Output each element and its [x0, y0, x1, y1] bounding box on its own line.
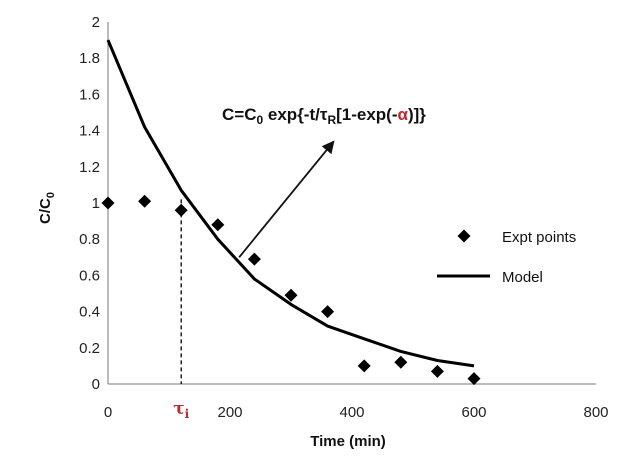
- y-tick-label-4: 0.8: [79, 231, 100, 248]
- y-tick-label-5: 1: [92, 195, 100, 212]
- y-tick-label-7: 1.4: [79, 123, 100, 140]
- expt-point-5: [284, 288, 298, 302]
- y-tick-label-6: 1.2: [79, 159, 100, 176]
- expt-point-7: [357, 359, 371, 373]
- x-tick-label-0: 0: [104, 404, 112, 421]
- model-line: [106, 39, 475, 368]
- x-tick-label-2: 400: [339, 404, 364, 421]
- legend-diamond-marker: [457, 229, 471, 243]
- x-axis-title: Time (min): [310, 433, 386, 450]
- y-tick-label-0: 0: [92, 376, 100, 393]
- expt-point-1: [138, 194, 152, 208]
- x-tick-labels: 0 200 400 600 800: [104, 404, 609, 421]
- y-tick-label-8: 1.6: [79, 86, 100, 103]
- eq-rhs2: )]}: [408, 105, 426, 124]
- legend-label-model: Model: [502, 269, 543, 286]
- eq-alpha: α: [398, 105, 409, 124]
- x-tick-label-3: 600: [461, 404, 486, 421]
- y-tick-labels: 0 0.2 0.4 0.6 0.8 1 1.2 1.4 1.6 1.8 2: [79, 14, 100, 393]
- expt-point-0: [101, 196, 115, 210]
- y-tick-label-9: 1.8: [79, 50, 100, 67]
- tau-i-sub: i: [185, 407, 190, 421]
- legend: Expt points Model: [437, 229, 576, 286]
- eq-lhs-sub: 0: [256, 113, 263, 127]
- y-tick-label-2: 0.4: [79, 304, 100, 321]
- expt-point-6: [321, 305, 335, 319]
- y-tick-label-10: 2: [92, 14, 100, 31]
- expt-point-8: [394, 355, 408, 369]
- equation-arrow: [238, 140, 335, 258]
- tau-i-symbol: τ: [173, 399, 184, 419]
- y-tick-label-3: 0.6: [79, 267, 100, 284]
- eq-rhs1: [1-exp(-: [336, 105, 397, 124]
- eq-mid-sub: R: [327, 113, 336, 127]
- expt-point-4: [247, 252, 261, 266]
- expt-point-3: [211, 218, 225, 232]
- y-axis-title-main: C/C: [37, 198, 54, 224]
- model-equation: C=C0 exp{-t/τR[1-exp(-α)]}: [222, 105, 426, 127]
- y-axis-title-sub: 0: [45, 192, 57, 198]
- expt-point-9: [430, 364, 444, 378]
- legend-label-expt-points: Expt points: [502, 229, 576, 246]
- y-tick-label-1: 0.2: [79, 340, 100, 357]
- tau-i-label: τi: [173, 399, 189, 421]
- x-tick-label-1: 200: [217, 404, 242, 421]
- expt-point-10: [467, 372, 481, 386]
- y-axis-title: C/C0: [37, 192, 57, 224]
- eq-mid: exp{-t/τ: [263, 105, 328, 124]
- eq-lhs: C=C: [222, 105, 256, 124]
- x-tick-label-4: 800: [583, 404, 608, 421]
